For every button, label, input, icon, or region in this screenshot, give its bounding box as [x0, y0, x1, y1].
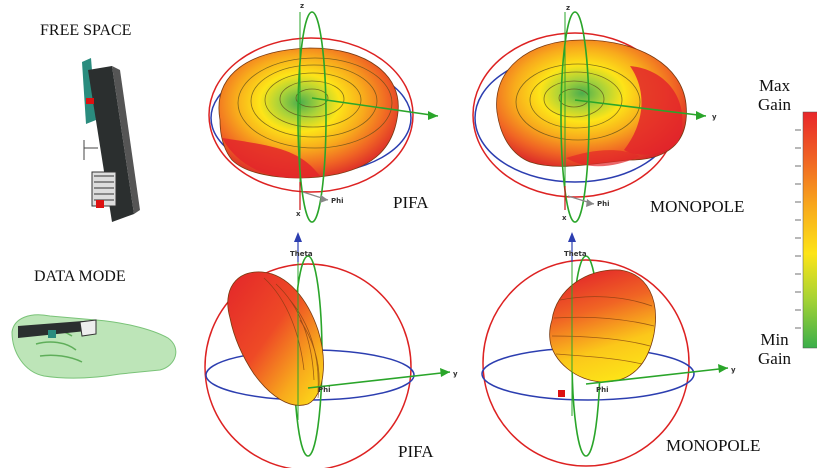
panel-label-fs-pifa: PIFA: [393, 193, 429, 212]
axis-label-x: x: [562, 214, 567, 222]
free-space-phone-model: [82, 58, 140, 222]
colorbar-min-line1: Min: [760, 330, 789, 349]
axis-label-phi: Phi: [331, 197, 344, 205]
pattern-dm-pifa: Theta y Phi: [204, 232, 458, 468]
colorbar-max-line2: Gain: [758, 95, 792, 114]
axis-label-z: z: [566, 4, 570, 12]
colorbar-min-label: Min Gain: [758, 330, 791, 368]
gain-colorbar: [795, 111, 817, 349]
data-mode-hand-model: [11, 314, 177, 379]
axis-label-z: z: [300, 2, 304, 10]
colorbar-max-label: Max Gain: [758, 76, 791, 114]
axis-label-y: y: [453, 370, 458, 378]
axis-label-y: y: [712, 113, 717, 121]
pattern-dm-monopole: Theta y Phi: [481, 232, 736, 467]
axis-label-theta: Theta: [290, 250, 313, 258]
panel-label-dm-monopole: MONOPOLE: [666, 436, 761, 455]
pattern-fs-monopole: z y x Phi: [472, 4, 717, 223]
pattern-fs-pifa: z x Phi: [208, 2, 439, 223]
axis-label-y: y: [731, 366, 736, 374]
axis-label-phi: Phi: [597, 200, 610, 208]
panel-label-fs-monopole: MONOPOLE: [650, 197, 745, 216]
panel-label-dm-pifa: PIFA: [398, 442, 434, 461]
axis-label-phi: Phi: [596, 386, 609, 394]
colorbar-min-line2: Gain: [758, 349, 792, 368]
axis-label-x: x: [296, 210, 301, 218]
axis-label-phi: Phi: [318, 386, 331, 394]
axis-label-theta: Theta: [564, 250, 587, 258]
row-label-free-space: FREE SPACE: [40, 22, 132, 39]
colorbar-max-line1: Max: [758, 76, 791, 95]
row-label-data-mode: DATA MODE: [34, 268, 126, 285]
